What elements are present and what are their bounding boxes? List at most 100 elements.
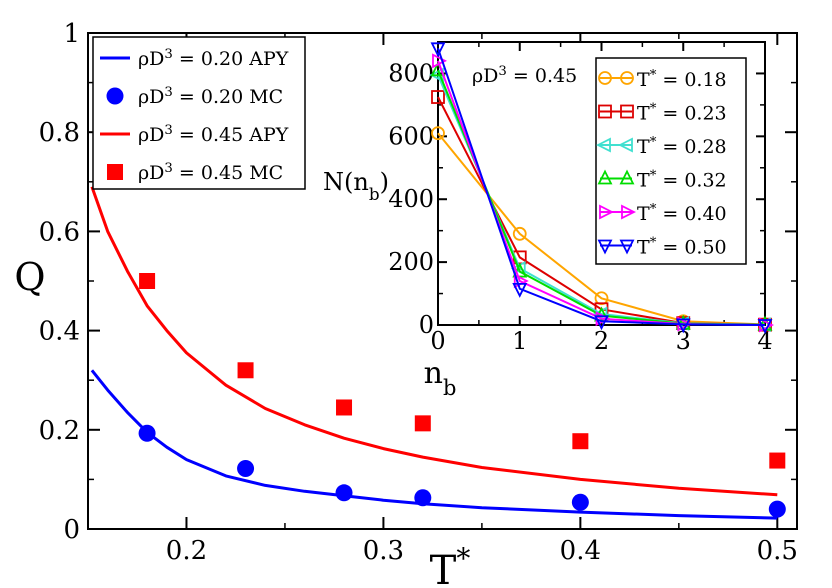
inset-legend-marker-right-t-0-32 xyxy=(619,169,635,185)
inset-legend-label-t-0-23-part: T xyxy=(637,103,650,125)
inset-legend-box xyxy=(595,57,747,265)
inset-legend-label-t-0-50-part: T xyxy=(637,237,650,259)
inset-legend-marker-right-t-0-18 xyxy=(620,71,634,85)
y-tick-label-0-2: 0.2 xyxy=(39,416,80,446)
main-series-group xyxy=(90,186,786,520)
inset-legend-label-t-0-50: T* = 0.50 xyxy=(637,235,727,259)
legend-label-d3-0-20-apy-part: 3 xyxy=(164,47,172,62)
inset-legend-label-t-0-32-part: T xyxy=(637,170,650,192)
y-tick-label-0-8: 0.8 xyxy=(39,118,80,148)
inset-x-tick-label-2: 2 xyxy=(594,327,609,355)
data-point-d3-0-20-mc xyxy=(335,484,353,502)
inset-legend-label-t-0-40-part: T xyxy=(637,203,650,225)
inset-legend-label-t-0-32-part: * xyxy=(650,168,657,183)
x-axis-title-part: T xyxy=(430,548,457,588)
inset-data-point-t-0-50 xyxy=(594,315,609,331)
inset-legend-label-t-0-18: T* = 0.18 xyxy=(637,68,727,92)
inset-legend-label-t-0-28-part: * xyxy=(650,135,657,150)
inset-y-tick-label-0: 0 xyxy=(419,311,434,339)
inset-legend-marker-right-t-0-40 xyxy=(621,204,637,220)
data-point-d3-0-45-mc xyxy=(139,273,156,289)
legend-label-d3-0-45-mc-part: 3 xyxy=(164,161,172,176)
inset-y-tick-label-800: 800 xyxy=(388,59,434,87)
inset-x-tick-label-0: 0 xyxy=(430,327,445,355)
legend-label-d3-0-45-mc: ρD3 = 0.45 MC xyxy=(138,161,283,185)
inset-x-tick-label-3: 3 xyxy=(676,327,691,355)
inset-legend-label-t-0-18-part: = 0.18 xyxy=(656,69,726,91)
inset-legend-label-t-0-18-part: * xyxy=(650,68,657,83)
inset-legend-label-t-0-28-part: T xyxy=(637,136,650,158)
inset-legend-label-t-0-40: T* = 0.40 xyxy=(637,202,727,226)
inset-legend-label-t-0-32-part: = 0.32 xyxy=(656,170,726,192)
inset-data-point-t-0-50 xyxy=(675,318,691,334)
inset-data-point-t-0-50 xyxy=(512,282,528,298)
legend-label-d3-0-20-apy: ρD3 = 0.20 APY xyxy=(138,47,289,71)
data-point-d3-0-20-mc xyxy=(237,459,255,477)
series-line-d3-0-20-apy xyxy=(90,369,778,520)
legend-swatch-d3-0-20-mc xyxy=(106,87,124,105)
inset-legend-label-t-0-40-part: = 0.40 xyxy=(656,203,726,225)
inset-legend-label-t-0-28: T* = 0.28 xyxy=(637,135,727,159)
y-tick-label-0-4: 0.4 xyxy=(39,317,80,347)
legend-label-d3-0-45-apy-part: ρD xyxy=(138,124,164,146)
legend-label-d3-0-20-apy-part: ρD xyxy=(138,48,164,70)
legend-label-d3-0-20-apy-part: = 0.20 APY xyxy=(173,48,289,70)
inset-y-axis-title-part: ) xyxy=(380,168,389,196)
inset-legend-marker-left-t-0-50 xyxy=(597,239,613,255)
inset-x-tick-label-1: 1 xyxy=(512,327,527,355)
data-point-d3-0-45-mc xyxy=(414,415,431,432)
inset-legend-marker-right-t-0-23 xyxy=(620,104,634,119)
inset-legend-label-t-0-40-part: * xyxy=(650,202,657,217)
inset-annotation: ρD3 = 0.45 xyxy=(472,64,577,88)
inset-y-tick-label-400: 400 xyxy=(388,185,434,213)
y-tick-label-1: 1 xyxy=(63,19,80,49)
data-point-d3-0-20-mc xyxy=(414,489,432,507)
inset-y-axis-title-part: b xyxy=(369,184,380,204)
inset-x-axis-title: nb xyxy=(424,356,457,400)
y-axis-title: Q xyxy=(14,255,45,299)
inset-data-point-t-0-18 xyxy=(431,126,445,141)
inset-y-axis-title: N(nb) xyxy=(323,168,389,204)
data-point-d3-0-45-mc xyxy=(769,452,786,469)
main-legend-box xyxy=(92,36,306,190)
legend-swatch-d3-0-45-mc xyxy=(107,164,123,180)
inset-y-axis-title-part: N(n xyxy=(323,168,369,196)
inset-legend-label-t-0-23-part: = 0.23 xyxy=(656,103,726,125)
inset-legend-marker-right-t-0-50 xyxy=(619,239,635,255)
y-tick-label-0: 0 xyxy=(63,515,80,545)
inset-series-line-t-0-50 xyxy=(437,47,766,326)
legend-label-d3-0-45-apy-part: = 0.45 APY xyxy=(173,124,289,146)
legend-label-d3-0-20-mc-part: = 0.20 MC xyxy=(173,86,283,108)
x-tick-label-0-2: 0.2 xyxy=(166,536,207,566)
legend-label-d3-0-20-mc-part: 3 xyxy=(164,85,172,100)
inset-x-tick-label-4: 4 xyxy=(757,327,772,355)
data-point-d3-0-20-mc xyxy=(138,424,156,442)
y-tick-label-0-6: 0.6 xyxy=(39,217,80,247)
inset-legend-label-t-0-32: T* = 0.32 xyxy=(637,168,727,192)
inset-legend-marker-right-t-0-28 xyxy=(617,137,633,153)
inset-data-point-t-0-18 xyxy=(594,291,609,306)
inset-data-point-t-0-50 xyxy=(757,319,773,335)
inset-x-axis-title-part: b xyxy=(443,376,456,400)
legend-label-d3-0-45-apy-part: 3 xyxy=(164,123,172,138)
data-point-d3-0-45-mc xyxy=(572,433,589,450)
data-point-d3-0-45-mc xyxy=(237,362,254,379)
x-axis-title-part: * xyxy=(456,542,470,575)
inset-legend-marker-left-t-0-28 xyxy=(595,137,611,153)
series-line-d3-0-45-apy xyxy=(90,186,778,497)
legend-label-d3-0-45-apy: ρD3 = 0.45 APY xyxy=(138,123,289,147)
inset-legend-label-t-0-28-part: = 0.28 xyxy=(656,136,726,158)
data-point-d3-0-20-mc xyxy=(768,500,786,518)
legend-label-d3-0-45-mc-part: = 0.45 MC xyxy=(173,162,283,184)
inset-annotation-part: 3 xyxy=(498,64,506,79)
inset-legend-label-t-0-23: T* = 0.23 xyxy=(637,101,727,125)
legend-label-d3-0-20-mc: ρD3 = 0.20 MC xyxy=(138,85,283,109)
inset-data-point-t-0-18 xyxy=(512,226,527,241)
inset-data-point-t-0-23 xyxy=(431,90,445,104)
inset-legend-marker-left-t-0-40 xyxy=(599,204,615,220)
inset-data-point-t-0-50 xyxy=(430,42,446,58)
inset-annotation-part: = 0.45 xyxy=(507,65,577,87)
